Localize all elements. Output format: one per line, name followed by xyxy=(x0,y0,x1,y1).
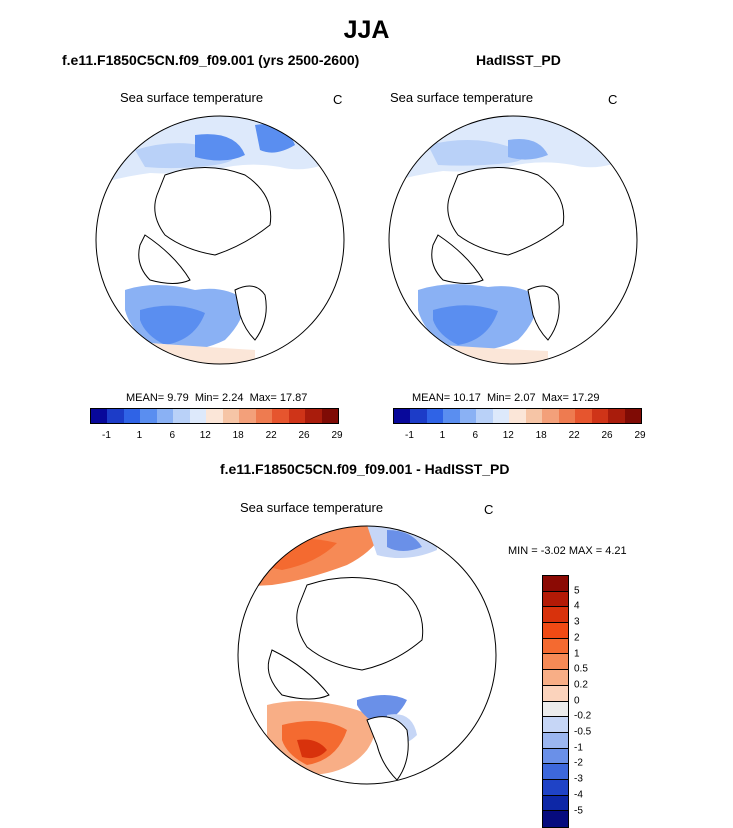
colorbar-swatch xyxy=(321,409,339,423)
colorbar-swatch xyxy=(608,409,625,423)
colorbar-swatch xyxy=(107,409,124,423)
diff-colorbar-label: 0.5 xyxy=(574,663,588,675)
colorbar-tick-label: 12 xyxy=(502,430,514,441)
colorbar-tick-label: 22 xyxy=(568,430,580,441)
colorbar-swatch xyxy=(140,409,157,423)
diff-colorbar xyxy=(542,575,569,828)
colorbar-swatch xyxy=(173,409,190,423)
diff-polar-map xyxy=(237,525,497,785)
diff-colorbar-swatch xyxy=(543,685,568,702)
colorbar-swatch xyxy=(272,409,289,423)
colorbar-swatch xyxy=(189,409,207,423)
left-colorbar xyxy=(90,408,339,424)
diff-colorbar-swatch xyxy=(543,811,568,827)
diff-colorbar-label: -5 xyxy=(574,805,583,816)
colorbar-swatch xyxy=(410,409,427,423)
colorbar-tick-label: 29 xyxy=(634,430,646,441)
colorbar-swatch xyxy=(206,409,223,423)
left-stats: MEAN= 9.79 Min= 2.24 Max= 17.87 xyxy=(126,392,308,404)
diff-colorbar-swatch xyxy=(543,576,568,592)
diff-colorbar-swatch xyxy=(543,795,568,812)
colorbar-tick-label: 12 xyxy=(199,430,211,441)
colorbar-tick-label: -1 xyxy=(102,430,111,441)
diff-colorbar-swatch xyxy=(543,748,568,765)
diff-colorbar-swatch xyxy=(543,670,568,686)
right-colorbar xyxy=(393,408,642,424)
right-polar-map xyxy=(388,115,638,365)
colorbar-tick-label: 6 xyxy=(472,430,479,441)
diff-colorbar-label: 4 xyxy=(574,600,580,612)
colorbar-swatch xyxy=(288,409,306,423)
colorbar-swatch xyxy=(476,409,493,423)
colorbar-tick-label: -1 xyxy=(405,430,414,441)
diff-colorbar-swatch xyxy=(543,732,568,749)
colorbar-swatch xyxy=(156,409,174,423)
diff-colorbar-swatch xyxy=(543,654,568,671)
colorbar-tick-label: 29 xyxy=(331,430,343,441)
colorbar-swatch xyxy=(305,409,322,423)
diff-colorbar-swatch xyxy=(543,607,568,624)
diff-colorbar-swatch xyxy=(543,591,568,608)
colorbar-swatch xyxy=(123,409,141,423)
colorbar-swatch xyxy=(558,409,576,423)
diff-colorbar-label: 3 xyxy=(574,616,580,628)
colorbar-tick-label: 22 xyxy=(265,430,277,441)
left-panel-header: f.e11.F1850C5CN.f09_f09.001 (yrs 2500-26… xyxy=(62,52,360,68)
diff-colorbar-label: 0.2 xyxy=(574,679,588,691)
left-polar-map xyxy=(95,115,345,365)
right-panel-header: HadISST_PD xyxy=(476,52,561,68)
diff-panel-header: f.e11.F1850C5CN.f09_f09.001 - HadISST_PD xyxy=(220,461,510,477)
colorbar-tick-label: 26 xyxy=(601,430,613,441)
colorbar-swatch xyxy=(394,409,411,423)
colorbar-swatch xyxy=(525,409,543,423)
colorbar-tick-label: 1 xyxy=(439,430,446,441)
diff-colorbar-swatch xyxy=(543,764,568,780)
page-title: JJA xyxy=(343,16,390,44)
diff-colorbar-label: 2 xyxy=(574,632,580,644)
diff-colorbar-swatch xyxy=(543,623,568,639)
colorbar-swatch xyxy=(542,409,559,423)
diff-colorbar-label: -2 xyxy=(574,757,583,769)
diff-colorbar-label: -0.5 xyxy=(574,726,592,738)
colorbar-swatch xyxy=(459,409,477,423)
diff-colorbar-swatch xyxy=(543,701,568,718)
colorbar-swatch xyxy=(239,409,256,423)
colorbar-swatch xyxy=(91,409,108,423)
diff-panel-unit: C xyxy=(484,502,494,517)
diff-colorbar-label: 1 xyxy=(574,648,580,659)
left-panel-variable: Sea surface temperature xyxy=(120,90,264,105)
diff-min-max: MIN = -3.02 MAX = 4.21 xyxy=(508,545,627,557)
colorbar-swatch xyxy=(591,409,609,423)
colorbar-swatch xyxy=(492,409,510,423)
right-panel-variable: Sea surface temperature xyxy=(390,90,534,105)
diff-panel-variable: Sea surface temperature xyxy=(240,500,384,515)
right-stats: MEAN= 10.17 Min= 2.07 Max= 17.29 xyxy=(412,392,600,404)
diff-colorbar-label: -1 xyxy=(574,742,583,754)
colorbar-swatch xyxy=(426,409,444,423)
colorbar-tick-label: 18 xyxy=(535,430,547,441)
diff-colorbar-label: -0.2 xyxy=(574,710,592,722)
right-panel-unit: C xyxy=(608,92,618,107)
diff-colorbar-label: 0 xyxy=(574,695,580,707)
colorbar-tick-label: 26 xyxy=(298,430,310,441)
colorbar-swatch xyxy=(509,409,526,423)
diff-colorbar-label: -3 xyxy=(574,773,583,785)
left-panel-unit: C xyxy=(333,92,343,107)
colorbar-tick-label: 6 xyxy=(169,430,176,441)
diff-colorbar-swatch xyxy=(543,717,568,733)
colorbar-tick-label: 1 xyxy=(136,430,143,441)
diff-colorbar-label: 5 xyxy=(574,585,580,597)
colorbar-swatch xyxy=(222,409,240,423)
colorbar-swatch xyxy=(443,409,460,423)
colorbar-swatch xyxy=(624,409,642,423)
diff-colorbar-label: -4 xyxy=(574,789,583,801)
colorbar-swatch xyxy=(575,409,592,423)
diff-colorbar-swatch xyxy=(543,638,568,655)
colorbar-tick-label: 18 xyxy=(232,430,244,441)
colorbar-swatch xyxy=(255,409,273,423)
